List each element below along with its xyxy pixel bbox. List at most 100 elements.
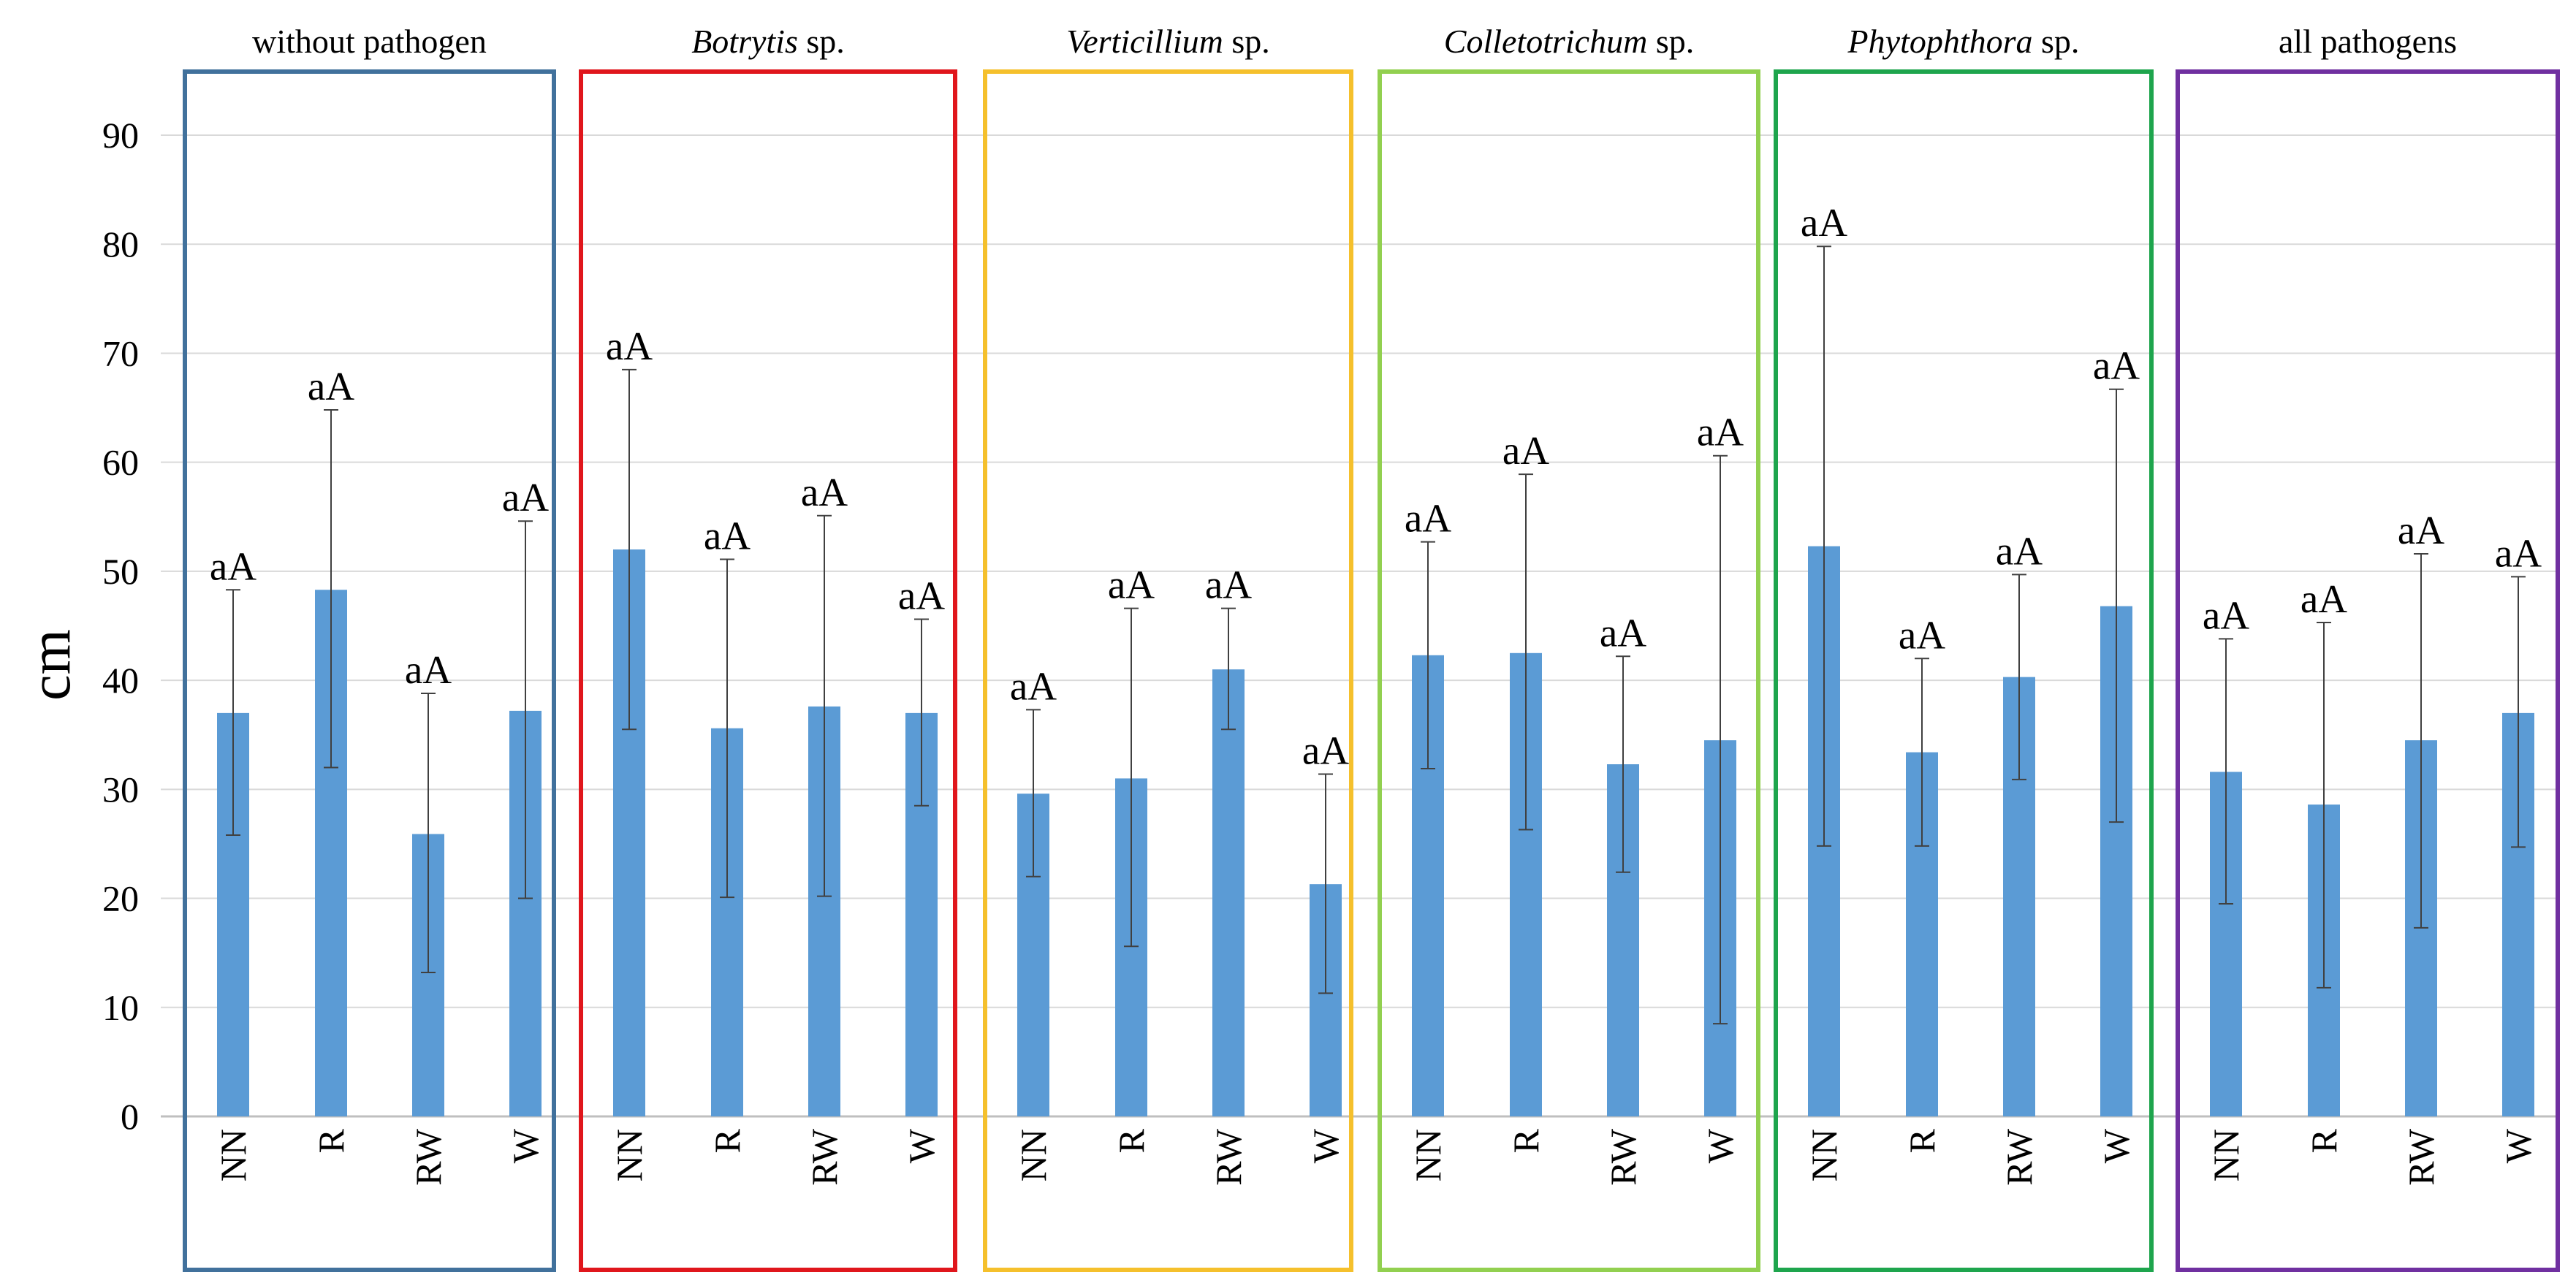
y-tick-label: 90 xyxy=(102,115,139,156)
gridlines xyxy=(161,134,2558,1118)
x-tick-label: W xyxy=(901,1128,942,1163)
x-tick-label: R xyxy=(707,1128,748,1153)
y-tick-label: 20 xyxy=(102,878,139,919)
error-bar xyxy=(2219,638,2233,905)
error-bar xyxy=(2109,388,2124,823)
error-bar xyxy=(2012,574,2026,780)
y-tick-label: 0 xyxy=(121,1096,139,1137)
group-title: without pathogen xyxy=(252,23,487,60)
significance-label: aA xyxy=(1801,200,1847,245)
x-tick-label: NN xyxy=(609,1129,650,1181)
x-tick-label: NN xyxy=(1804,1129,1844,1181)
significance-label: aA xyxy=(606,324,653,368)
significance-label: aA xyxy=(2300,576,2347,621)
y-tick-label: 30 xyxy=(102,769,139,810)
group-box xyxy=(1774,69,2154,1272)
error-bar xyxy=(226,589,240,837)
error-bar xyxy=(1221,607,1236,731)
x-tick-label: R xyxy=(2303,1128,2344,1153)
x-tick-label: NN xyxy=(1013,1129,1054,1181)
significance-label: aA xyxy=(1996,528,2043,573)
significance-label: aA xyxy=(1010,663,1057,708)
x-tick-label: R xyxy=(1505,1128,1546,1153)
significance-label: aA xyxy=(2495,530,2542,575)
significance-label: aA xyxy=(1302,728,1349,772)
significance-label: aA xyxy=(405,647,452,692)
error-bar xyxy=(1421,541,1435,769)
significance-label: aA xyxy=(502,475,549,519)
x-tick-label: RW xyxy=(804,1128,845,1186)
error-bar xyxy=(324,409,338,769)
x-tick-label: R xyxy=(311,1128,352,1153)
error-bar xyxy=(1026,709,1041,877)
error-bar xyxy=(2414,553,2428,929)
y-tick-label: 70 xyxy=(102,332,139,373)
error-bar xyxy=(914,618,929,807)
significance-label: aA xyxy=(1108,563,1155,607)
y-tick-label: 80 xyxy=(102,224,139,264)
x-tick-label: NN xyxy=(213,1129,254,1181)
significance-label: aA xyxy=(1405,496,1451,541)
labels: 0 10 20 30 40 50 60 70 80 90 without pathogen aA NN a… xyxy=(102,23,2542,1186)
significance-label: aA xyxy=(210,544,257,588)
error-bar xyxy=(622,368,637,731)
x-tick-label: R xyxy=(1111,1128,1152,1153)
x-tick-label: RW xyxy=(1999,1128,2040,1186)
group-title: Botrytis sp. xyxy=(691,23,845,60)
error-bar xyxy=(1817,245,1831,847)
error-bar xyxy=(817,514,832,897)
x-tick-label: R xyxy=(1901,1128,1942,1153)
x-tick-label: W xyxy=(2096,1128,2137,1163)
x-tick-label: W xyxy=(505,1128,546,1163)
significance-label: aA xyxy=(308,364,354,408)
significance-label: aA xyxy=(1205,563,1252,607)
x-tick-label: W xyxy=(1700,1128,1741,1163)
x-tick-label: RW xyxy=(1603,1128,1644,1186)
group-box xyxy=(983,69,1353,1272)
group-box xyxy=(579,69,957,1272)
error-bar xyxy=(421,693,436,974)
x-tick-label: RW xyxy=(2401,1128,2442,1186)
group-box xyxy=(2176,69,2560,1272)
group-title: Phytophthora sp. xyxy=(1847,23,2080,60)
error-bars xyxy=(226,245,2526,1025)
error-bar xyxy=(720,558,734,899)
group-title: all pathogens xyxy=(2279,23,2457,60)
y-tick-label: 10 xyxy=(102,987,139,1028)
error-bar xyxy=(2511,576,2526,848)
x-tick-label: W xyxy=(1305,1128,1346,1163)
error-bar xyxy=(1915,658,1929,847)
error-bar xyxy=(1318,773,1333,994)
x-tick-label: W xyxy=(2498,1128,2539,1163)
bars xyxy=(217,546,2534,1116)
significance-label: aA xyxy=(801,470,848,514)
bar xyxy=(1212,669,1245,1116)
significance-label: aA xyxy=(898,574,945,618)
error-bar xyxy=(2317,622,2331,989)
group-boxes xyxy=(183,69,2560,1272)
significance-label: aA xyxy=(1697,410,1744,454)
group-box xyxy=(183,69,556,1272)
significance-label: aA xyxy=(2398,508,2444,552)
y-tick-label: 60 xyxy=(102,442,139,483)
y-tick-label: 40 xyxy=(102,660,139,701)
significance-label: aA xyxy=(1600,610,1646,655)
error-bar xyxy=(1713,454,1728,1025)
significance-label: aA xyxy=(1899,612,1945,657)
x-tick-label: RW xyxy=(408,1128,449,1186)
group-box xyxy=(1378,69,1760,1272)
group-title: Colletotrichum sp. xyxy=(1444,23,1694,60)
significance-label: aA xyxy=(2203,593,2249,637)
error-bar xyxy=(1519,473,1533,831)
significance-label: aA xyxy=(1502,428,1549,473)
y-axis-label: cm xyxy=(18,629,83,701)
x-tick-label: NN xyxy=(1407,1129,1448,1181)
error-bar xyxy=(1124,607,1139,948)
group-title: Verticillium sp. xyxy=(1066,23,1270,60)
significance-label: aA xyxy=(704,513,751,557)
error-bar xyxy=(518,520,533,899)
significance-label: aA xyxy=(2093,343,2140,388)
error-bar xyxy=(1616,655,1630,873)
x-tick-label: RW xyxy=(1208,1128,1249,1186)
